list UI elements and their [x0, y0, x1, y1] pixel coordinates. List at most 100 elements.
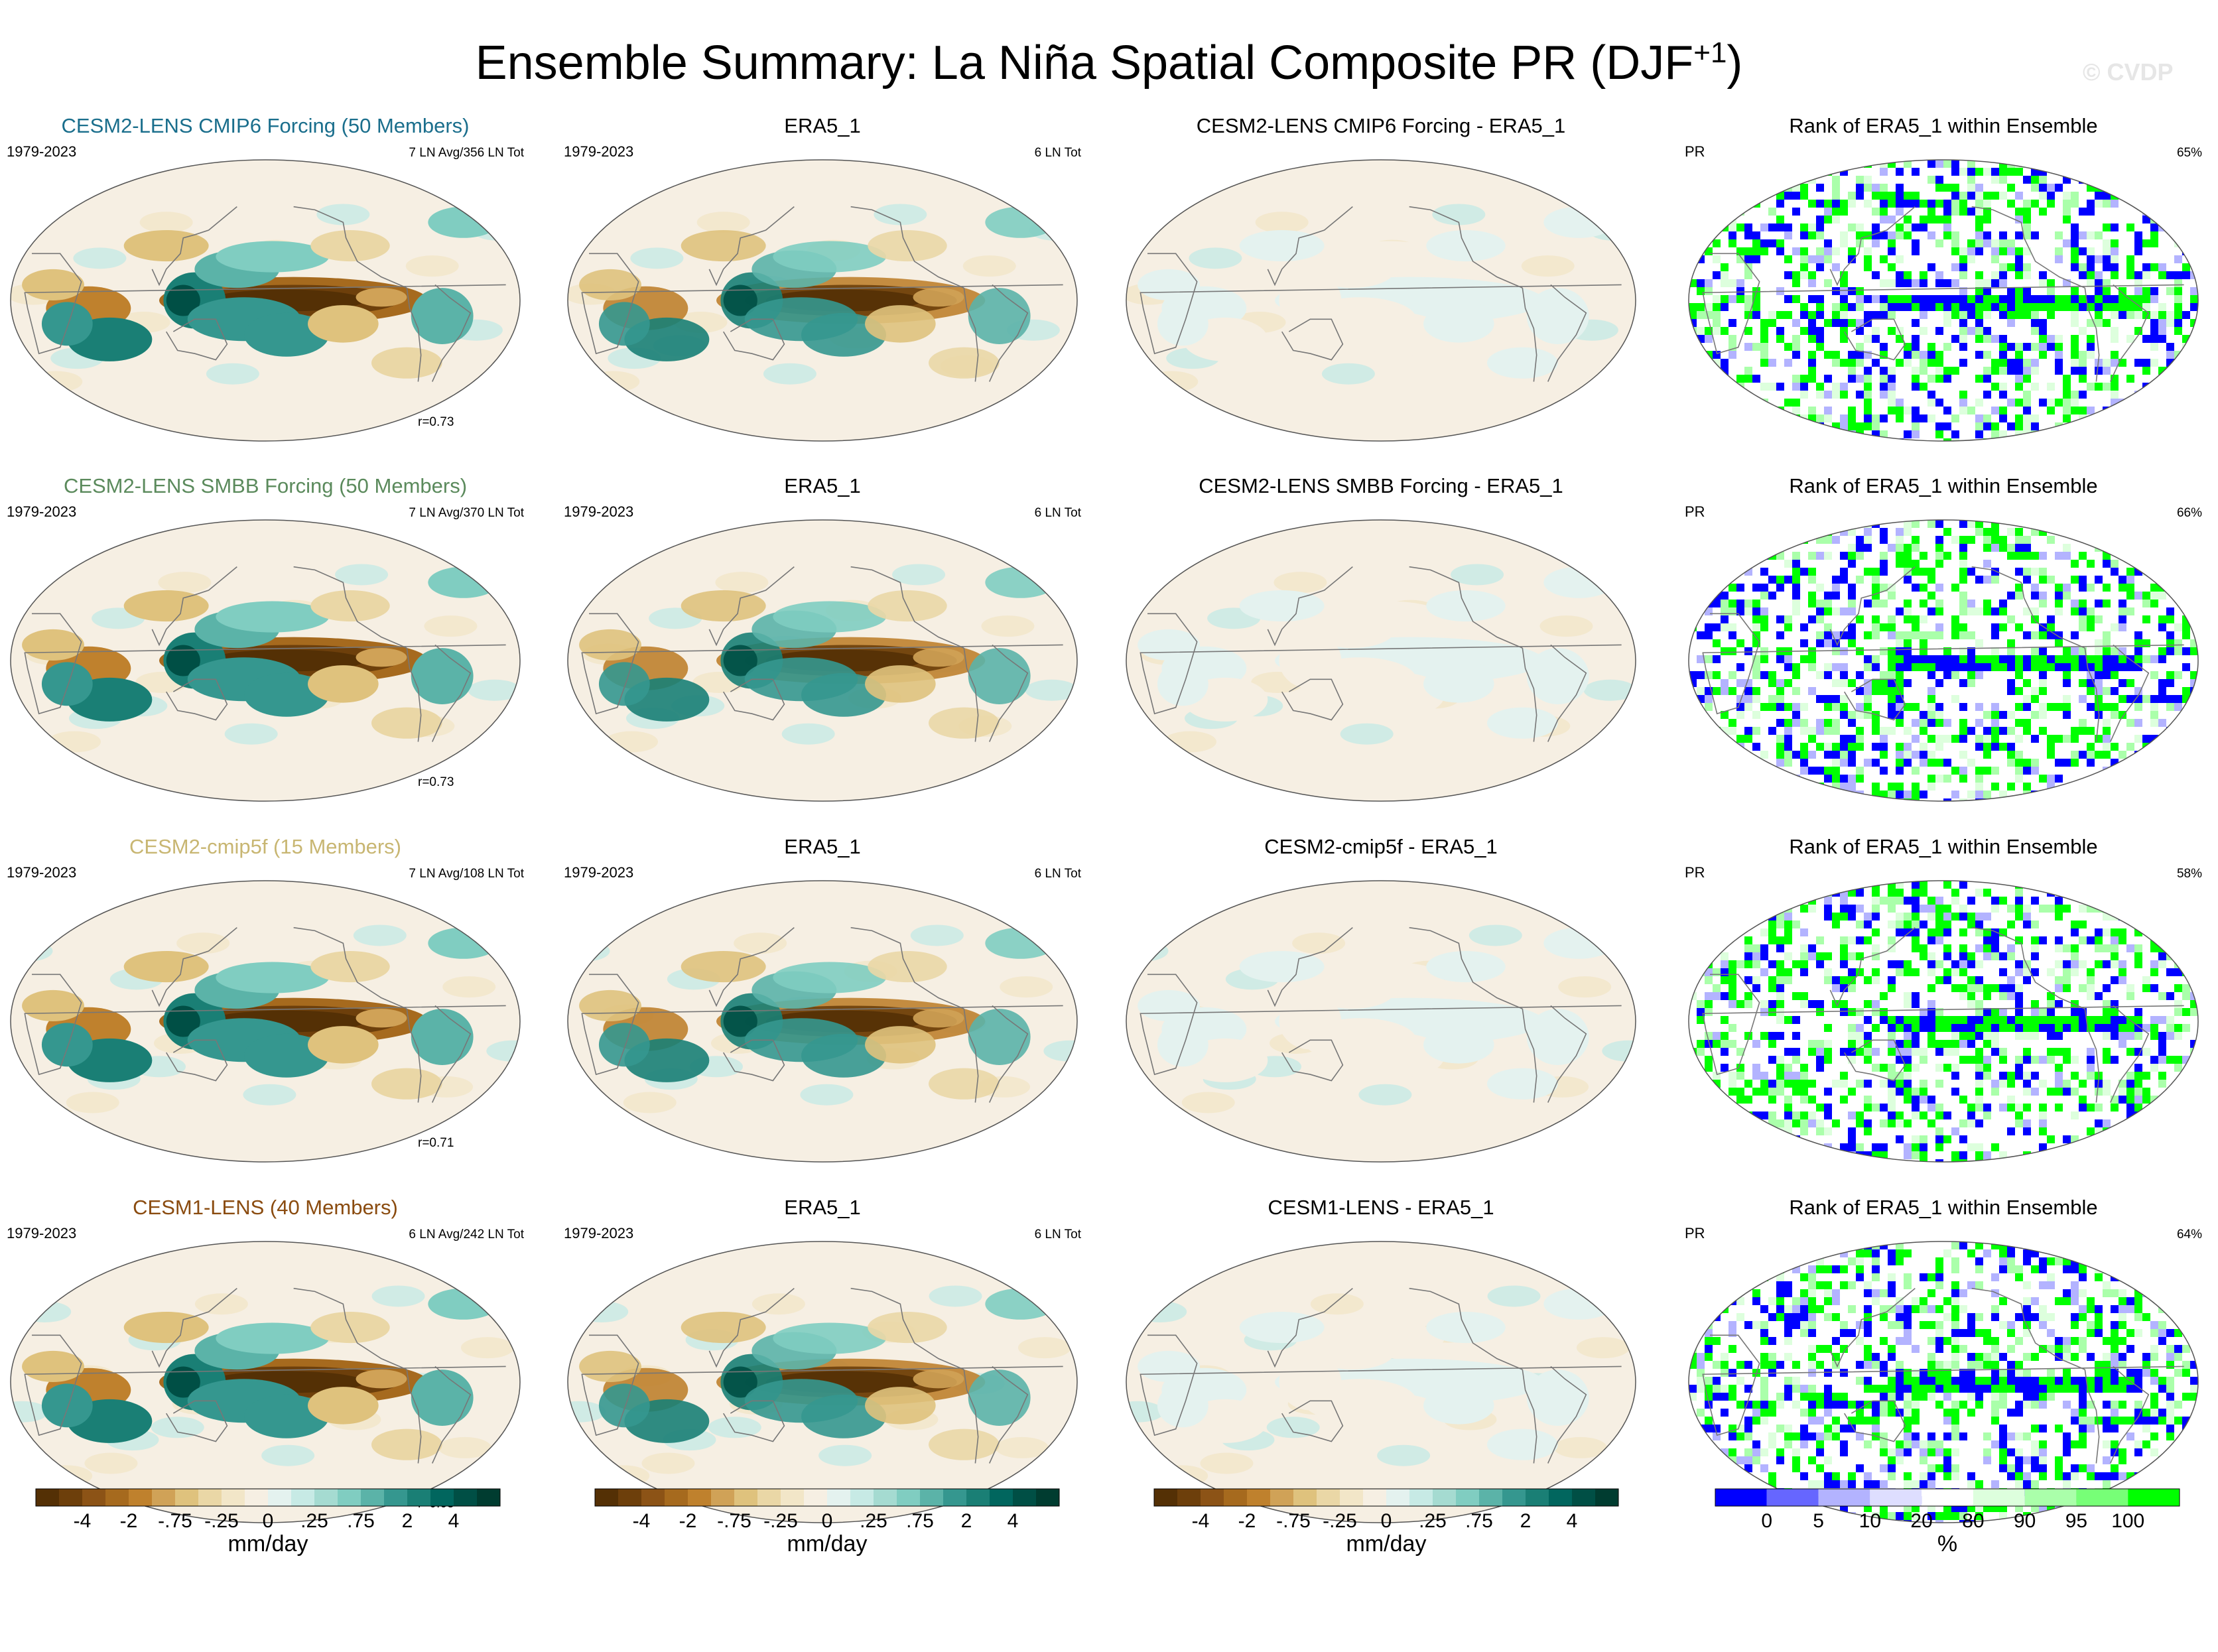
rank-cell	[2174, 889, 2182, 897]
rank-cell	[2031, 759, 2039, 767]
rank-cell	[2087, 247, 2095, 255]
rank-cell	[1951, 1377, 1959, 1385]
rank-cell	[1832, 1361, 1840, 1369]
rank-cell	[1856, 615, 1864, 623]
rank-cell	[1967, 607, 1975, 615]
rank-cell	[2023, 1151, 2031, 1159]
rank-cell	[2166, 319, 2174, 327]
rank-cell	[1721, 576, 1729, 584]
rank-cell	[2111, 1345, 2119, 1353]
rank-cell	[2015, 1480, 2023, 1488]
rank-cell	[1760, 592, 1768, 600]
rank-cell	[2150, 1056, 2158, 1064]
rank-cell	[1967, 568, 1975, 576]
rank-cell	[1943, 1432, 1951, 1440]
rank-cell	[1713, 1273, 1721, 1281]
rank-cell	[1824, 216, 1832, 223]
rank-cell	[2055, 367, 2063, 375]
rank-cell	[1768, 1257, 1776, 1265]
rank-cell	[1975, 1143, 1983, 1151]
rank-cell	[2095, 1249, 2103, 1257]
rank-cell	[1768, 592, 1776, 600]
rank-cell	[1736, 295, 1744, 303]
rank-cell	[1880, 560, 1888, 568]
rank-cell	[1736, 375, 1744, 383]
rank-cell	[2103, 1016, 2111, 1024]
rank-cell	[1792, 897, 1800, 905]
rank-cell	[1888, 584, 1896, 592]
rank-cell	[1967, 407, 1975, 414]
rank-cell	[1721, 600, 1729, 607]
rank-cell	[1689, 936, 1697, 944]
rank-cell	[2047, 536, 2055, 544]
rank-cell	[1927, 391, 1935, 399]
rank-cell	[1943, 1448, 1951, 1456]
rank-cell	[2119, 905, 2126, 913]
rank-cell	[2007, 263, 2015, 271]
rank-cell	[1689, 751, 1697, 759]
rank-cell	[2142, 655, 2150, 663]
rank-cell	[1768, 1472, 1776, 1480]
rank-cell	[2150, 335, 2158, 343]
rank-cell	[1744, 1385, 1752, 1393]
rank-cell	[1983, 944, 1991, 952]
rank-cell	[1951, 1329, 1959, 1337]
rank-cell	[1927, 928, 1935, 936]
rank-cell	[1848, 359, 1856, 367]
rank-cell	[2095, 679, 2103, 687]
rank-cell	[2039, 1016, 2047, 1024]
rank-cell	[2031, 1159, 2039, 1162]
rank-cell	[2063, 647, 2071, 655]
rank-cell	[2111, 1104, 2119, 1112]
rank-cell	[1705, 952, 1713, 960]
rank-cell	[1840, 695, 1848, 703]
rank-cell	[2055, 247, 2063, 255]
anomaly-region	[773, 1322, 886, 1354]
rank-cell	[1729, 552, 1736, 560]
rank-cell	[1736, 1096, 1744, 1104]
rank-cell	[1959, 1329, 1967, 1337]
rank-cell	[1864, 1353, 1872, 1361]
rank-cell	[2087, 1159, 2095, 1162]
rank-cell	[1697, 944, 1705, 952]
rank-cell	[2150, 1353, 2158, 1361]
rank-cell	[1697, 1080, 1705, 1088]
rank-cell	[1689, 775, 1697, 783]
rank-cell	[1697, 1520, 1705, 1523]
rank-cell	[1689, 711, 1697, 719]
rank-cell	[1951, 671, 1959, 679]
rank-cell	[2119, 936, 2126, 944]
rank-cell	[2119, 438, 2126, 441]
rank-cell	[1959, 767, 1967, 775]
rank-cell	[1848, 735, 1856, 743]
rank-cell	[2182, 568, 2190, 576]
rank-cell	[1943, 438, 1951, 441]
rank-cell	[1816, 335, 1824, 343]
rank-cell	[1864, 1016, 1872, 1024]
rank-cell	[1999, 1464, 2007, 1472]
rank-cell	[2047, 295, 2055, 303]
rank-cell	[2023, 1249, 2031, 1257]
rank-cell	[1975, 239, 1983, 247]
rank-cell	[2126, 1096, 2134, 1104]
anomaly-region	[773, 601, 886, 633]
rank-cell	[1927, 735, 1935, 743]
rank-cell	[1729, 727, 1736, 735]
rank-cell	[1912, 663, 1920, 671]
rank-cell	[1832, 1425, 1840, 1432]
rank-cell	[1983, 791, 1991, 798]
rank-cell	[1888, 1369, 1896, 1377]
rank-cell	[1824, 905, 1832, 913]
rank-cell	[2095, 944, 2103, 952]
rank-cell	[1912, 615, 1920, 623]
rank-cell	[1768, 1032, 1776, 1040]
rank-cell	[2150, 184, 2158, 192]
rank-cell	[2087, 1464, 2095, 1472]
rank-cell	[1768, 1119, 1776, 1127]
rank-cell	[1792, 1456, 1800, 1464]
rank-cell	[1721, 1032, 1729, 1040]
rank-cell	[1872, 327, 1880, 335]
rank-cell	[2134, 1417, 2142, 1425]
rank-cell	[1840, 271, 1848, 279]
rank-cell	[2142, 751, 2150, 759]
